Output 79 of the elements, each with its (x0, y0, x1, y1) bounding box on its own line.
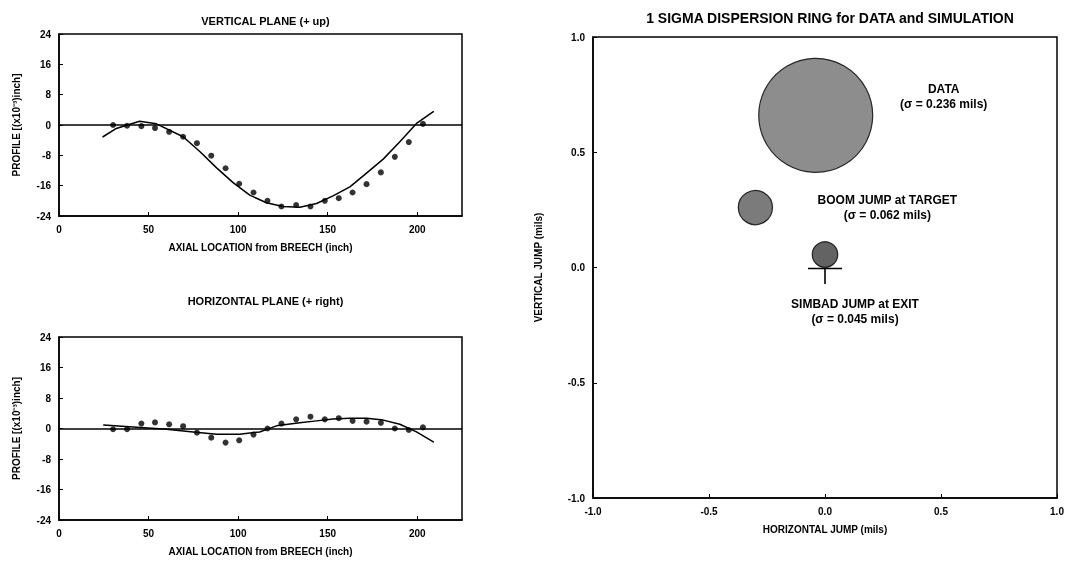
point (391, 153, 398, 160)
chart-title: 1 SIGMA DISPERSION RING for DATA and SIMULATION (646, 10, 1014, 26)
point (293, 416, 300, 423)
point (335, 415, 342, 422)
y-tick-label: 16 (39, 362, 52, 373)
y-tick-label: -16 (36, 180, 52, 192)
point (193, 140, 200, 147)
point (321, 416, 328, 423)
point (166, 128, 173, 135)
point (208, 434, 215, 441)
x-tick-label: 100 (229, 223, 247, 235)
x-tick-label: 0 (56, 527, 63, 539)
y-tick-label: 8 (45, 89, 52, 101)
point (222, 165, 229, 172)
y-tick-label: 1.0 (571, 31, 586, 43)
annotation: DATA (σ = 0.236 mils) (900, 81, 988, 111)
y-tick-label: -1.0 (567, 492, 586, 504)
point (152, 125, 158, 132)
y-tick-label: -8 (42, 453, 52, 465)
x-axis-title: AXIAL LOCATION from BREECH (inch) (168, 241, 353, 253)
y-tick-label: -24 (36, 514, 52, 526)
point (180, 133, 187, 140)
point (278, 420, 285, 427)
point (278, 203, 285, 210)
point (138, 420, 145, 427)
x-tick-label: 50 (142, 223, 155, 235)
y-tick-label: 0 (45, 119, 52, 131)
y-tick-label: 24 (39, 331, 52, 343)
x-axis-title: HORIZONTAL JUMP (mils) (762, 523, 888, 535)
chart-title: HORIZONTAL PLANE (+ right) (187, 294, 344, 307)
x-tick-label: 200 (408, 527, 426, 539)
point (152, 419, 158, 426)
y-tick-label: -24 (36, 210, 52, 222)
point (293, 202, 300, 208)
y-axis-title: PROFILE [(x10⁻³)inch] (10, 73, 22, 177)
point (250, 431, 257, 438)
y-tick-label: 0 (45, 423, 52, 434)
point (250, 189, 257, 196)
point (208, 152, 215, 159)
y-axis-title: PROFILE [(x10⁻³)inch] (10, 376, 22, 481)
y-tick-label: -16 (36, 484, 52, 495)
y-tick-label: 24 (39, 28, 52, 40)
x-tick-label: 0.0 (818, 505, 833, 517)
point (264, 197, 271, 204)
x-axis-title: AXIAL LOCATION from BREECH (inch) (168, 545, 353, 557)
point (222, 439, 229, 446)
y-tick-label: -8 (42, 149, 52, 161)
point (349, 417, 356, 424)
x-tick-label: 100 (229, 527, 247, 539)
point (236, 180, 243, 187)
x-tick-label: 200 (408, 223, 426, 235)
point (321, 197, 328, 204)
annotation: BOOM JUMP at TARGET (σ = 0.062 mils) (817, 193, 958, 223)
point (377, 169, 384, 176)
x-tick-label: 50 (142, 527, 155, 539)
chart-title: VERTICAL PLANE (+ up) (201, 14, 331, 27)
x-tick-label: 1.0 (1050, 505, 1065, 517)
y-tick-label: 0.0 (571, 262, 586, 273)
x-tick-label: -0.5 (700, 505, 719, 517)
x-tick-label: 0.5 (934, 505, 949, 517)
point (193, 429, 200, 436)
point (307, 203, 314, 210)
x-tick-label: 150 (319, 223, 337, 235)
x-tick-label: 0 (56, 223, 63, 235)
point (377, 419, 384, 426)
y-tick-label: 16 (39, 58, 52, 70)
point (236, 437, 243, 444)
y-tick-label: 0.5 (571, 146, 586, 158)
point (335, 195, 342, 202)
point (363, 181, 370, 188)
annotation: SIMBAD JUMP at EXIT (σ = 0.045 mils) (791, 297, 920, 327)
point (349, 189, 356, 196)
point (166, 421, 173, 428)
y-axis-title: VERTICAL JUMP (mils) (532, 212, 544, 323)
x-tick-label: -1.0 (584, 505, 603, 517)
x-tick-label: 150 (319, 527, 337, 539)
y-tick-label: -0.5 (567, 377, 586, 389)
point (405, 139, 412, 146)
y-tick-label: 8 (45, 392, 52, 404)
